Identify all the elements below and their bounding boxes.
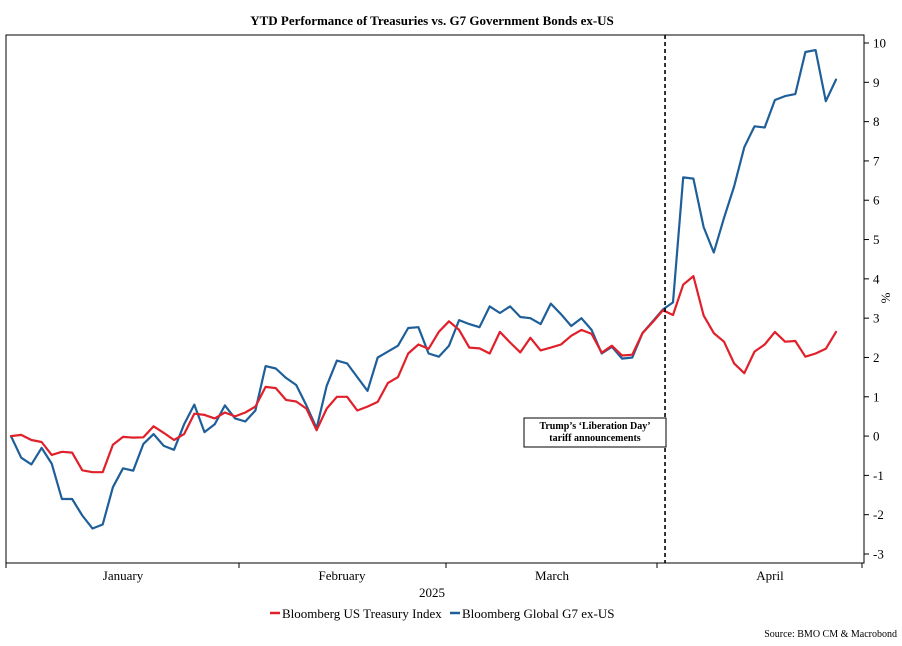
y-axis-label: % xyxy=(878,292,893,303)
annotation-line-2: tariff announcements xyxy=(549,433,640,444)
x-tick-label: March xyxy=(535,568,569,583)
y-tick-label: 6 xyxy=(873,193,880,208)
chart-title: YTD Performance of Treasuries vs. G7 Gov… xyxy=(250,13,614,28)
x-axis-label: 2025 xyxy=(419,585,445,600)
y-tick-label: 5 xyxy=(873,232,880,247)
x-tick-label: April xyxy=(756,568,784,583)
legend-label-treasury: Bloomberg US Treasury Index xyxy=(282,606,442,621)
treasury-index-line xyxy=(9,275,838,474)
y-tick-label: -3 xyxy=(873,547,884,562)
source-note: Source: BMO CM & Macrobond xyxy=(764,629,897,640)
y-tick-label: 0 xyxy=(873,429,880,444)
plot-frame xyxy=(5,34,865,564)
x-axis: January February March April xyxy=(5,563,863,583)
series-lines xyxy=(9,48,838,530)
y-axis: -3 -2 -1 0 1 2 3 4 5 6 7 8 9 10 xyxy=(864,36,886,562)
y-tick-label: 8 xyxy=(873,114,880,129)
legend: Bloomberg US Treasury Index Bloomberg Gl… xyxy=(270,606,615,621)
annotation-box xyxy=(523,417,667,448)
liberation-day-annotation: Trump’s ‘Liberation Day’ tariff announce… xyxy=(523,35,667,563)
y-tick-label: 4 xyxy=(873,271,880,286)
x-tick-label: January xyxy=(103,568,144,583)
legend-label-g7: Bloomberg Global G7 ex-US xyxy=(462,606,615,621)
g7-ex-us-line xyxy=(9,48,838,530)
y-tick-label: 7 xyxy=(873,153,880,168)
y-tick-label: -1 xyxy=(873,468,884,483)
y-tick-label: 9 xyxy=(873,75,880,90)
y-tick-label: -2 xyxy=(873,507,884,522)
y-tick-label: 10 xyxy=(873,36,886,51)
x-tick-label: February xyxy=(319,568,366,583)
y-tick-label: 1 xyxy=(873,389,880,404)
y-tick-label: 2 xyxy=(873,350,880,365)
y-tick-label: 3 xyxy=(873,311,880,326)
annotation-line-1: Trump’s ‘Liberation Day’ xyxy=(539,421,650,432)
